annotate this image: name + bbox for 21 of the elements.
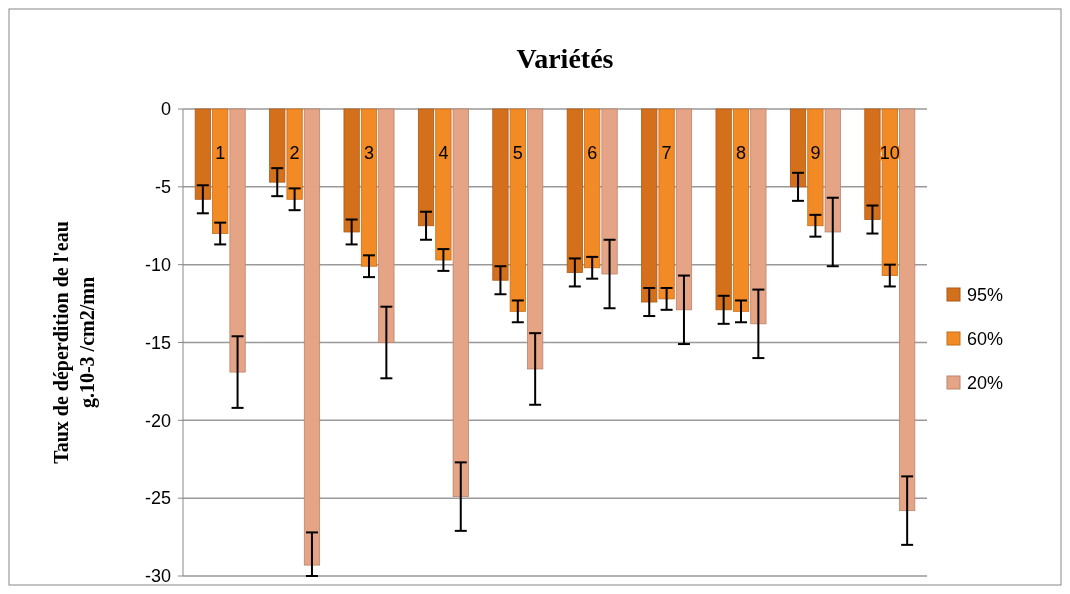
y-tick-label: -15 [144,332,171,353]
y-tick-label: -25 [144,488,171,509]
legend-label: 60% [967,329,1004,350]
y-tick-label: -10 [144,254,171,275]
chart-title: Variétés [516,43,614,74]
x-tick-label: 3 [363,143,375,163]
y-tick-label: -30 [144,566,171,587]
x-tick-label: 9 [810,143,821,163]
x-tick-label: 1 [215,143,226,163]
y-tick-label: 0 [160,99,171,120]
x-tick-label: 6 [587,143,598,163]
x-tick-label: 4 [438,143,449,163]
y-axis-title: Taux de déperdition de l'eau g.10-3 /cm2/mn [50,221,99,464]
y-tick-label: -20 [144,410,171,431]
y-tick-label: -5 [154,177,171,198]
x-tick-label: 7 [661,143,672,163]
legend-label: 95% [967,285,1004,306]
x-tick-label: 5 [512,143,523,163]
legend-label: 20% [967,373,1004,394]
x-tick-label: 2 [289,143,300,163]
x-tick-label: 8 [735,143,747,163]
